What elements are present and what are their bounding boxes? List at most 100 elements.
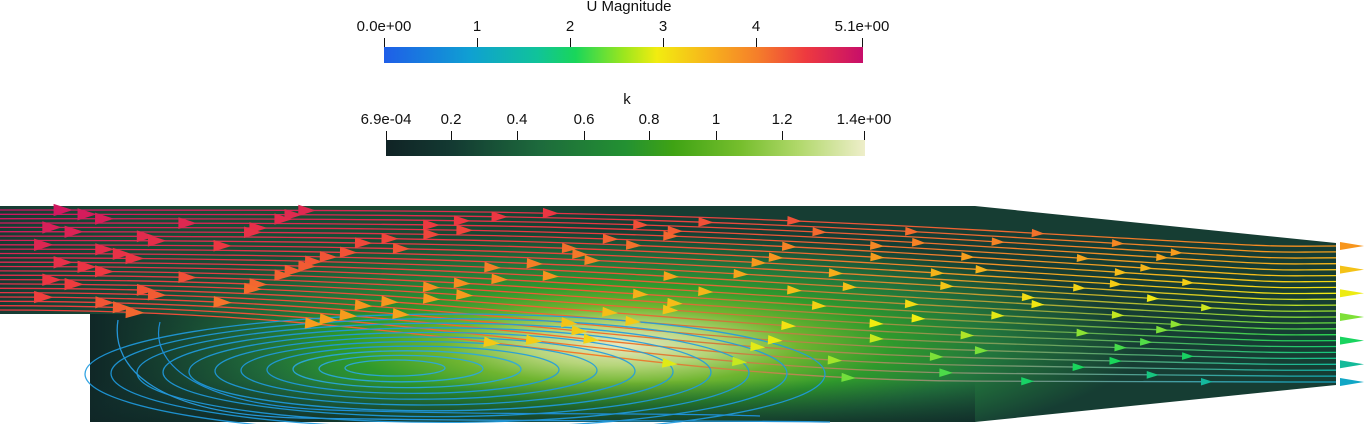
u-tick-mark — [663, 38, 664, 48]
vortex-streamline — [136, 322, 750, 424]
velocity-arrow — [484, 261, 501, 273]
outlet-arrow — [1340, 378, 1364, 386]
velocity-arrow — [787, 285, 802, 295]
velocity-arrow — [304, 255, 323, 267]
outlet-arrow — [1340, 360, 1364, 369]
velocity-arrow — [453, 215, 471, 226]
velocity-arrow — [1182, 278, 1195, 287]
velocity-arrow — [666, 297, 683, 308]
velocity-arrow — [339, 246, 358, 258]
velocity-arrow — [64, 225, 84, 238]
k-tick-label: 6.9e-04 — [360, 111, 412, 128]
velocity-arrow — [339, 309, 358, 321]
velocity-arrow — [698, 286, 714, 296]
velocity-arrow — [572, 248, 589, 260]
u-tick-mark — [477, 38, 478, 48]
vortex-streamline — [158, 321, 761, 417]
velocity-arrow — [456, 224, 474, 236]
velocity-arrow — [491, 211, 508, 222]
velocity-arrow — [392, 308, 410, 319]
velocity-arrow — [1181, 352, 1194, 360]
velocity-arrow — [733, 268, 749, 279]
vortex-streamline — [318, 354, 484, 383]
velocity-arrow — [991, 237, 1005, 246]
velocity-arrow — [1200, 378, 1213, 386]
velocity-arrow — [667, 225, 683, 236]
velocity-arrow — [381, 295, 399, 307]
k-tick-mark — [649, 131, 650, 141]
velocity-arrow — [1146, 294, 1160, 302]
velocity-arrow — [1109, 279, 1123, 288]
velocity-arrow — [584, 255, 601, 266]
k-tick-label: 0.2 — [440, 111, 462, 128]
streamlines — [0, 209, 1337, 383]
k-tick-label: 1.4e+00 — [836, 111, 892, 128]
u-tick-mark — [570, 38, 571, 48]
vortex-streamline — [188, 331, 674, 412]
streamline — [0, 231, 1337, 277]
velocity-arrow — [663, 271, 679, 281]
outlet-arrow — [1340, 336, 1364, 345]
velocity-arrow — [625, 315, 642, 326]
velocity-arrow — [178, 217, 197, 230]
velocity-arrow — [33, 290, 54, 304]
velocity-arrow — [633, 219, 649, 230]
velocity-arrow — [112, 301, 132, 314]
velocity-arrow — [750, 341, 766, 352]
velocity-arrow — [1140, 263, 1153, 272]
velocity-arrow — [64, 278, 84, 291]
velocity-arrow — [319, 251, 338, 263]
velocity-arrow — [632, 288, 649, 299]
velocity-arrow — [812, 227, 827, 237]
velocity-arrow — [561, 242, 578, 254]
velocity-arrow — [904, 299, 919, 309]
velocity-arrow — [53, 203, 73, 217]
velocity-arrow — [905, 226, 919, 236]
velocity-arrow — [526, 258, 543, 269]
velocity-arrow — [453, 277, 471, 289]
velocity-arrow — [319, 313, 338, 325]
velocity-arrow — [768, 252, 784, 262]
velocity-arrow — [298, 260, 317, 272]
velocity-arrow — [828, 268, 844, 278]
velocity-arrow — [1076, 253, 1090, 263]
streamline — [0, 287, 1337, 354]
velocity-arrow — [274, 213, 293, 225]
velocity-arrow — [767, 335, 783, 345]
velocity-arrow — [1021, 377, 1035, 386]
velocity-arrow — [961, 252, 975, 261]
velocity-arrow — [1073, 283, 1086, 292]
velocity-arrow — [94, 265, 115, 278]
k-tick-mark — [517, 131, 518, 141]
u-tick-label: 2 — [565, 18, 575, 35]
velocity-arrow — [974, 346, 989, 355]
velocity-arrow — [870, 252, 885, 262]
u-tick-label: 0.0e+00 — [356, 18, 412, 35]
vortex-streamline — [162, 327, 712, 418]
u-tick-label: 5.1e+00 — [834, 18, 890, 35]
velocity-arrow — [298, 204, 316, 217]
streamline — [0, 265, 1337, 324]
velocity-arrow — [960, 330, 975, 340]
velocity-arrow — [841, 372, 856, 382]
k-tick-label: 0.8 — [638, 111, 660, 128]
velocity-arrow — [53, 256, 73, 269]
k-tick-label: 1.2 — [771, 111, 793, 128]
velocity-arrow — [975, 265, 989, 274]
streamline — [0, 270, 1337, 330]
streamline — [0, 300, 1337, 371]
velocity-arrow — [1114, 343, 1127, 352]
velocity-arrow — [77, 208, 97, 221]
velocity-arrow — [561, 317, 578, 328]
velocity-arrow — [1072, 362, 1086, 372]
streamline — [0, 222, 1337, 265]
streamline — [0, 283, 1337, 348]
streamline — [0, 291, 1337, 360]
velocity-arrow — [842, 282, 857, 292]
velocity-arrow — [991, 311, 1005, 320]
velocity-arrow — [827, 355, 843, 365]
velocity-arrow — [1200, 303, 1213, 312]
k-colorbar — [386, 140, 865, 156]
velocity-arrow — [1076, 328, 1090, 337]
